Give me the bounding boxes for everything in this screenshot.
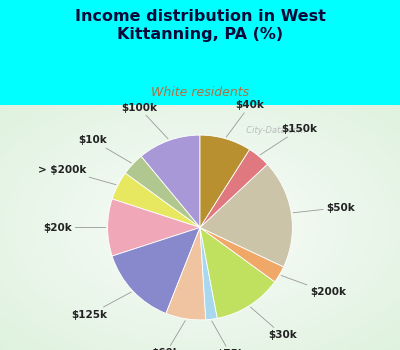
Text: $150k: $150k [260, 124, 317, 155]
Wedge shape [112, 228, 200, 313]
Text: $100k: $100k [121, 103, 168, 139]
Wedge shape [200, 149, 267, 228]
Text: $10k: $10k [78, 135, 131, 163]
Wedge shape [200, 228, 284, 282]
Text: $60k: $60k [151, 321, 185, 350]
Wedge shape [200, 135, 250, 228]
Wedge shape [200, 228, 217, 320]
Wedge shape [200, 228, 275, 318]
Text: City-Data.com: City-Data.com [242, 126, 306, 135]
Text: $40k: $40k [226, 100, 264, 137]
Wedge shape [125, 156, 200, 228]
Text: Income distribution in West
Kittanning, PA (%): Income distribution in West Kittanning, … [74, 9, 326, 42]
Text: $75k: $75k [212, 321, 245, 350]
Text: > $200k: > $200k [38, 164, 116, 185]
Wedge shape [112, 173, 200, 228]
Text: $200k: $200k [281, 275, 346, 297]
Wedge shape [166, 228, 206, 320]
Text: $50k: $50k [293, 203, 355, 213]
Text: $20k: $20k [44, 223, 106, 232]
Wedge shape [108, 199, 200, 256]
Text: $125k: $125k [71, 292, 131, 320]
Wedge shape [200, 164, 292, 267]
Text: $30k: $30k [250, 307, 297, 340]
Text: White residents: White residents [151, 86, 249, 99]
Wedge shape [141, 135, 200, 228]
